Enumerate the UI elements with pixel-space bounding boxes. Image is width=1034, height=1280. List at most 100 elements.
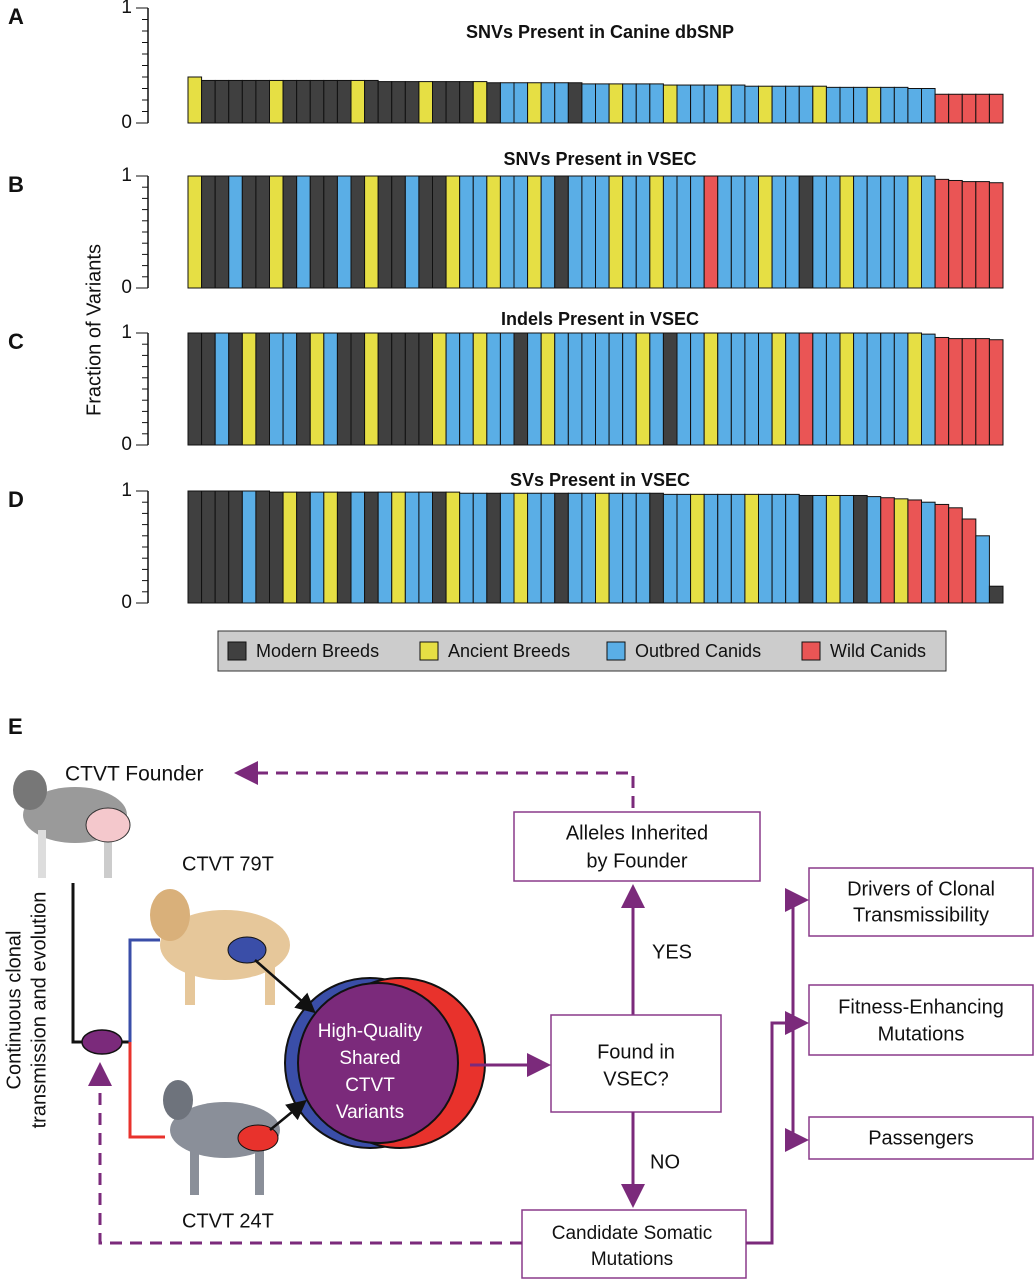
bar xyxy=(934,93,950,124)
bar xyxy=(391,175,406,289)
bar xyxy=(540,175,556,289)
bar xyxy=(798,85,814,124)
bar xyxy=(676,332,692,446)
bar xyxy=(948,338,963,446)
bar xyxy=(391,81,406,124)
box xyxy=(808,867,1034,937)
y-tick-label: 0 xyxy=(121,112,132,133)
bar xyxy=(676,84,692,124)
bar xyxy=(269,491,284,604)
bar xyxy=(445,491,461,604)
bar xyxy=(309,79,325,124)
bar xyxy=(907,332,923,446)
bar xyxy=(255,79,271,124)
bar xyxy=(499,175,515,289)
bar xyxy=(635,332,651,446)
bar xyxy=(662,493,678,604)
bar xyxy=(921,333,936,446)
yes-label: YES xyxy=(652,941,692,963)
box xyxy=(513,811,761,882)
bar xyxy=(853,86,868,124)
bar xyxy=(540,332,556,446)
panel-label: E xyxy=(8,714,23,739)
bar xyxy=(241,79,257,124)
bar xyxy=(798,332,814,446)
bar xyxy=(241,490,257,604)
bar xyxy=(690,175,705,289)
bar xyxy=(418,332,433,446)
bar xyxy=(730,332,746,446)
bar xyxy=(880,332,895,446)
bar xyxy=(404,332,420,446)
box xyxy=(550,1014,722,1113)
bar xyxy=(703,332,719,446)
side-label: transmission and evolution xyxy=(28,892,50,1129)
bar xyxy=(866,175,882,289)
bar xyxy=(350,175,366,289)
bar xyxy=(323,491,338,604)
bar xyxy=(336,175,352,289)
bar xyxy=(649,175,664,289)
box xyxy=(521,1209,747,1279)
bar xyxy=(988,93,1004,124)
bar xyxy=(486,332,501,446)
bar xyxy=(717,175,732,289)
arrow xyxy=(772,888,809,1025)
bar xyxy=(201,79,216,124)
bar xyxy=(404,175,420,289)
bar xyxy=(309,175,325,289)
bar xyxy=(853,332,868,446)
bar xyxy=(690,84,705,124)
legend-label: Outbred Canids xyxy=(635,641,761,661)
bar xyxy=(228,490,243,604)
bar xyxy=(921,501,936,604)
bar xyxy=(866,332,882,446)
bar xyxy=(282,175,298,289)
bar xyxy=(187,76,203,124)
bar xyxy=(527,82,542,124)
bar xyxy=(635,175,651,289)
box xyxy=(808,1116,1034,1160)
bar xyxy=(269,175,284,289)
bar xyxy=(703,175,719,289)
venn-text: Variants xyxy=(336,1102,404,1123)
bar xyxy=(432,175,447,289)
no-label: NO xyxy=(650,1151,680,1173)
bar xyxy=(812,175,827,289)
bar xyxy=(323,175,338,289)
panel-label: C xyxy=(8,329,24,354)
venn-text: CTVT xyxy=(345,1075,395,1096)
bar xyxy=(921,175,936,289)
bar xyxy=(432,81,447,124)
bar xyxy=(893,175,909,289)
dog-label: CTVT 79T xyxy=(182,853,274,875)
founder-dog xyxy=(13,770,131,878)
y-tick-label: 1 xyxy=(121,322,132,343)
bar xyxy=(241,332,257,446)
bar xyxy=(445,332,461,446)
bar xyxy=(948,93,963,124)
bar xyxy=(459,81,474,124)
panel-label: B xyxy=(8,172,24,197)
bar xyxy=(975,338,990,446)
bar xyxy=(758,493,773,604)
bar xyxy=(825,332,841,446)
bar xyxy=(214,79,230,124)
bar xyxy=(988,182,1004,289)
bar xyxy=(567,175,583,289)
bar xyxy=(255,490,271,604)
bar xyxy=(921,88,936,124)
bar xyxy=(662,84,678,124)
box xyxy=(808,984,1034,1056)
box-text: Mutations xyxy=(591,1249,673,1270)
bar xyxy=(825,86,841,124)
bar xyxy=(350,491,366,604)
bar xyxy=(323,79,338,124)
bar xyxy=(622,83,637,124)
bar xyxy=(241,175,257,289)
bar xyxy=(988,585,1004,604)
bar xyxy=(472,492,488,604)
bar xyxy=(771,85,787,124)
bar xyxy=(717,332,732,446)
